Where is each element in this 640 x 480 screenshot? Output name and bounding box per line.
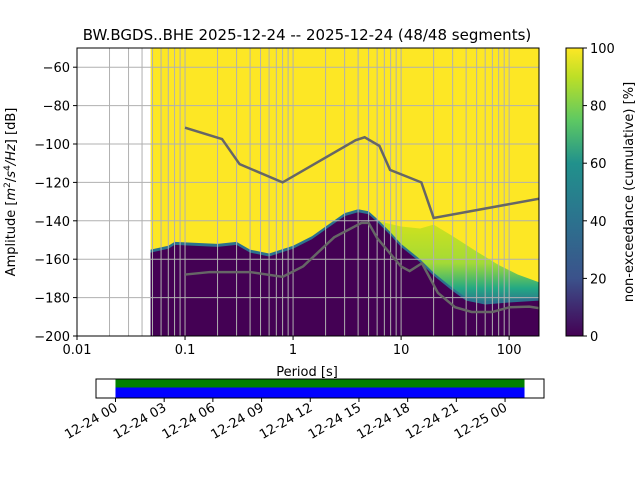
chart-title: BW.BGDS..BHE 2025-12-24 -- 2025-12-24 (4… <box>83 26 532 44</box>
timeline-tick-label: 12-24 09 <box>208 400 266 442</box>
colorbar-tick-label: 80 <box>590 100 607 115</box>
timeline-tick-label: 12-25 00 <box>452 400 510 442</box>
y-tick-label: −160 <box>34 253 70 268</box>
colorbar <box>565 47 584 337</box>
nlnm-line <box>184 221 539 314</box>
y-tick-label: −180 <box>34 292 70 307</box>
y-tick-label: −100 <box>34 138 70 153</box>
colorbar-label: non-exceedance (cumulative) [%] <box>622 82 637 302</box>
nhnm-line <box>184 126 539 220</box>
colorbar-tick-label: 40 <box>590 215 607 230</box>
timeline-tick-label: 12-24 21 <box>403 400 461 442</box>
timeline-coverage-bottom <box>115 387 525 398</box>
timeline-tick-label: 12-24 00 <box>62 400 120 442</box>
x-tick-label: 0.01 <box>63 343 92 358</box>
plot-frame <box>76 47 540 337</box>
colorbar-tick-label: 20 <box>590 272 607 287</box>
x-tick-label: 100 <box>497 343 522 358</box>
timeline-tick-label: 12-24 12 <box>257 400 315 442</box>
y-tick-label: −60 <box>43 61 70 76</box>
colorbar-tick-label: 100 <box>590 42 615 57</box>
y-tick-label: −120 <box>34 176 70 191</box>
x-tick-label: 1 <box>289 343 297 358</box>
colorbar-tick-label: 0 <box>590 330 598 345</box>
x-tick-label: 0.1 <box>175 343 196 358</box>
x-axis-label: Period [s] <box>276 365 338 380</box>
y-tick-label: −80 <box>43 100 70 115</box>
timeline-tick-label: 12-24 03 <box>111 400 169 442</box>
y-axis-label: Amplitude [m2/s4/Hz] [dB] <box>3 108 19 277</box>
timeline-tick-label: 12-24 06 <box>160 400 218 442</box>
timeline-tick-label: 12-24 18 <box>355 400 413 442</box>
x-tick-label: 10 <box>393 343 410 358</box>
timeline-coverage-top <box>115 379 525 388</box>
colorbar-tick-label: 60 <box>590 157 607 172</box>
y-tick-label: −140 <box>34 215 70 230</box>
y-tick-label: −200 <box>34 330 70 345</box>
timeline-frame <box>95 378 545 399</box>
timeline-tick-label: 12-24 15 <box>306 400 364 442</box>
